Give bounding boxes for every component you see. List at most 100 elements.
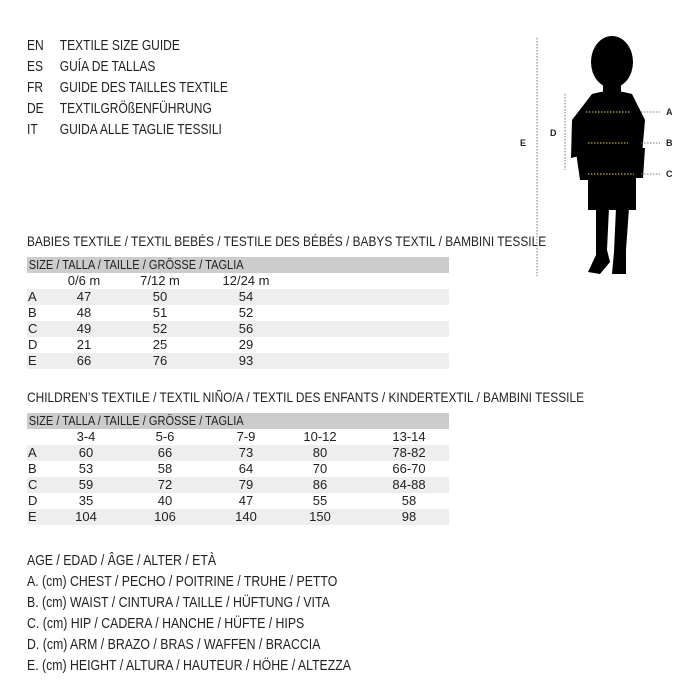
size-header-text: SIZE / TALLA / TAILLE / GRÖSSE / TAGLIA: [28, 413, 244, 428]
table-cell: 66: [76, 353, 92, 368]
children-table: SIZE / TALLA / TAILLE / GRÖSSE / TAGLIA …: [27, 413, 449, 525]
label-d: D: [550, 128, 557, 138]
table-row: C 49 52 56: [27, 321, 449, 337]
column-header: 7-9: [236, 429, 256, 444]
table-cell: 80: [312, 445, 328, 460]
title-text: TEXTILE SIZE GUIDE: [59, 37, 180, 54]
table-cell: 70: [312, 461, 328, 476]
title-block: EN TEXTILE SIZE GUIDE ES GUÍA DE TALLAS FR…: [27, 35, 228, 140]
table-cell: 93: [238, 353, 254, 368]
table-cell: 78-82: [392, 445, 426, 460]
table-cell: 104: [75, 509, 97, 524]
table-cell: 29: [238, 337, 254, 352]
lang-code: DE: [27, 100, 44, 117]
table-cell: 98: [401, 509, 417, 524]
table-cell: 66-70: [392, 461, 426, 476]
table-cell: 55: [312, 493, 328, 508]
table-cell: 52: [238, 305, 254, 320]
children-heading: CHILDREN’S TEXTILE / TEXTIL NIÑO/A / TEX…: [27, 389, 585, 405]
title-text: GUÍA DE TALLAS: [59, 58, 156, 75]
table-cell: 21: [76, 337, 92, 352]
table-cell: 40: [157, 493, 173, 508]
size-header-text: SIZE / TALLA / TAILLE / GRÖSSE / TAGLIA: [28, 257, 244, 272]
table-cell: 48: [76, 305, 92, 320]
table-row: D 21 25 29: [27, 337, 449, 353]
table-row: E 104 106 140 150 98: [27, 509, 449, 525]
table-cell: 56: [238, 321, 254, 336]
title-es: ES GUÍA DE TALLAS: [27, 56, 228, 77]
column-header: 10-12: [303, 429, 337, 444]
row-label: C: [28, 321, 38, 336]
babies-heading: BABIES TEXTILE / TEXTIL BEBÉS / TESTILE …: [27, 233, 547, 249]
table-cell: 79: [238, 477, 254, 492]
table-cell: 50: [152, 289, 168, 304]
row-label: B: [28, 305, 37, 320]
table-cell: 84-88: [392, 477, 426, 492]
table-cell: 59: [78, 477, 94, 492]
column-header: 5-6: [155, 429, 175, 444]
table-cell: 47: [76, 289, 92, 304]
size-header: SIZE / TALLA / TAILLE / GRÖSSE / TAGLIA: [27, 413, 449, 429]
row-label: D: [28, 337, 38, 352]
table-row: B 53 58 64 70 66-70: [27, 461, 449, 477]
table-cell: 64: [238, 461, 254, 476]
legend-arm: D. (cm) ARM / BRAZO / BRAS / WAFFEN / BR…: [27, 636, 321, 653]
column-header-row: 3-4 5-6 7-9 10-12 13-14: [27, 429, 449, 445]
child-silhouette-icon: [536, 36, 660, 276]
size-header: SIZE / TALLA / TAILLE / GRÖSSE / TAGLIA: [27, 257, 449, 273]
row-label: B: [28, 461, 37, 476]
table-cell: 25: [152, 337, 168, 352]
legend-age: AGE / EDAD / ÂGE / ALTER / ETÀ: [27, 552, 217, 569]
table-cell: 51: [152, 305, 168, 320]
table-row: D 35 40 47 55 58: [27, 493, 449, 509]
table-cell: 49: [76, 321, 92, 336]
title-text: TEXTILGRÖßENFÜHRUNG: [59, 100, 212, 117]
title-text: GUIDE DES TAILLES TEXTILE: [59, 79, 228, 96]
row-label: C: [28, 477, 38, 492]
child-silhouette-figure: A B C D E: [500, 30, 700, 285]
title-text: GUIDA ALLE TAGLIE TESSILI: [59, 121, 222, 138]
table-cell: 76: [152, 353, 168, 368]
lang-code: FR: [27, 79, 43, 96]
babies-table: SIZE / TALLA / TAILLE / GRÖSSE / TAGLIA …: [27, 257, 449, 369]
row-label: A: [28, 289, 37, 304]
legend-waist: B. (cm) WAIST / CINTURA / TAILLE / HÜFTU…: [27, 594, 330, 611]
table-cell: 47: [238, 493, 254, 508]
table-cell: 35: [78, 493, 94, 508]
table-row: A 60 66 73 80 78-82: [27, 445, 449, 461]
row-label: A: [28, 445, 37, 460]
title-de: DE TEXTILGRÖßENFÜHRUNG: [27, 98, 228, 119]
legend-chest: A. (cm) CHEST / PECHO / POITRINE / TRUHE…: [27, 573, 338, 590]
legend-height: E. (cm) HEIGHT / ALTURA / HAUTEUR / HÖHE…: [27, 657, 351, 674]
title-fr: FR GUIDE DES TAILLES TEXTILE: [27, 77, 228, 98]
lang-code: EN: [27, 37, 44, 54]
column-header-row: 0/6 m 7/12 m 12/24 m: [27, 273, 449, 289]
label-e: E: [520, 138, 527, 148]
column-header: 13-14: [392, 429, 426, 444]
table-cell: 58: [401, 493, 417, 508]
table-cell: 66: [157, 445, 173, 460]
title-it: IT GUIDA ALLE TAGLIE TESSILI: [27, 119, 228, 140]
label-c: C: [666, 169, 673, 179]
column-header: 3-4: [76, 429, 96, 444]
title-en: EN TEXTILE SIZE GUIDE: [27, 35, 228, 56]
column-header: 7/12 m: [140, 273, 180, 288]
column-header: 0/6 m: [67, 273, 101, 288]
lang-code: IT: [27, 121, 38, 138]
table-cell: 106: [154, 509, 176, 524]
table-row: A 47 50 54: [27, 289, 449, 305]
column-header: 12/24 m: [222, 273, 270, 288]
row-label: E: [28, 353, 37, 368]
table-row: E 66 76 93: [27, 353, 449, 369]
row-label: D: [28, 493, 38, 508]
table-cell: 53: [78, 461, 94, 476]
table-cell: 150: [309, 509, 331, 524]
table-cell: 54: [238, 289, 254, 304]
lang-code: ES: [27, 58, 44, 75]
table-cell: 52: [152, 321, 168, 336]
row-label: E: [28, 509, 37, 524]
table-cell: 86: [312, 477, 328, 492]
table-row: B 48 51 52: [27, 305, 449, 321]
table-cell: 73: [238, 445, 254, 460]
